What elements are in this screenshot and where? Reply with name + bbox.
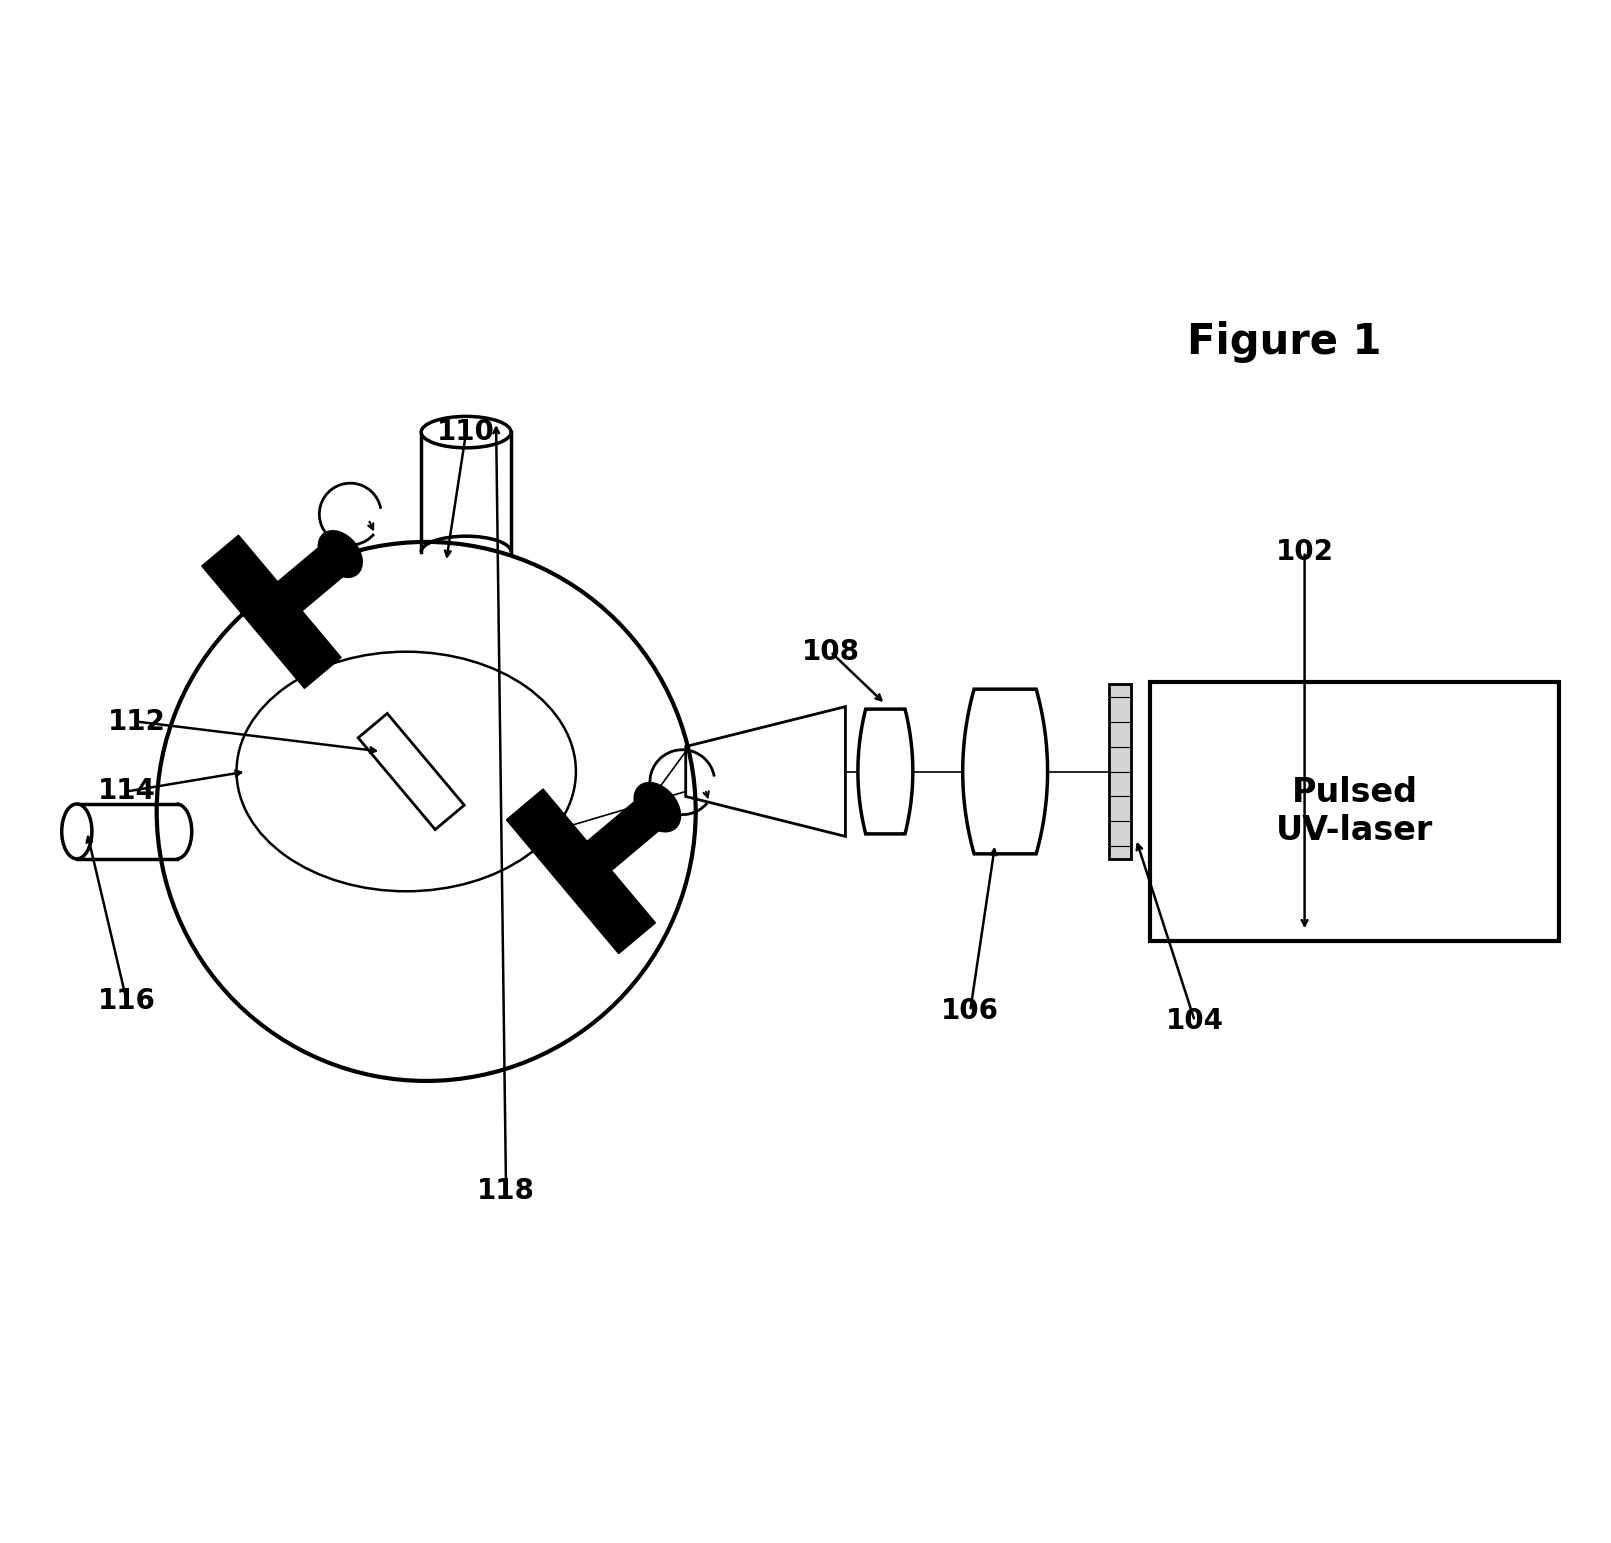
Text: 110: 110 [437, 418, 495, 446]
Text: 118: 118 [477, 1177, 535, 1205]
Polygon shape [259, 543, 348, 626]
Text: 116: 116 [98, 988, 156, 1015]
Text: Figure 1: Figure 1 [1187, 321, 1382, 363]
Ellipse shape [61, 804, 92, 859]
Bar [1150, 682, 1559, 941]
Ellipse shape [319, 531, 362, 577]
Polygon shape [569, 796, 665, 886]
Text: 104: 104 [1166, 1008, 1224, 1035]
Text: 102: 102 [1276, 539, 1334, 566]
Text: 108: 108 [801, 637, 859, 665]
Ellipse shape [635, 782, 680, 832]
Polygon shape [506, 788, 656, 954]
Bar [1108, 684, 1131, 859]
Text: 112: 112 [108, 708, 166, 736]
Text: 106: 106 [941, 997, 999, 1025]
Polygon shape [963, 690, 1047, 853]
Text: 114: 114 [98, 778, 156, 805]
Ellipse shape [420, 417, 511, 447]
Polygon shape [859, 710, 913, 833]
Text: Pulsed
UV-laser: Pulsed UV-laser [1276, 776, 1434, 847]
Polygon shape [358, 713, 464, 830]
Polygon shape [201, 535, 342, 688]
